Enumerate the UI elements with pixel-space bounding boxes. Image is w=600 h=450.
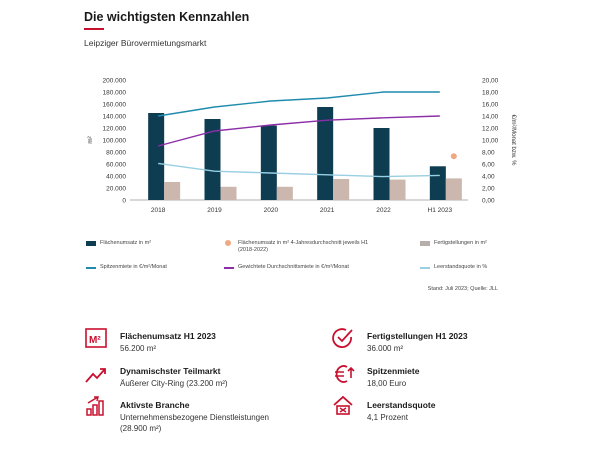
chart: 0 20.000 40.000 60.000 80.000 100.000 120.000 1… — [87, 77, 516, 214]
line-leerstandsquote — [158, 162, 440, 178]
source-note: Stand: Juli 2023; Quelle: JLL — [427, 286, 498, 292]
bar-flaechenumsatz — [204, 119, 221, 200]
y-tick-label: 120.000 — [103, 125, 127, 132]
legend-swatch-flaechenumsatz — [86, 241, 96, 246]
kpi-title-branche: Aktivste Branche — [120, 400, 190, 410]
bar-flaechenumsatz — [317, 107, 334, 200]
y2-tick-label: 2,00 — [482, 185, 495, 192]
kpi-value-branche: Unternehmensbezogene Dienstleistungen (2… — [120, 413, 269, 433]
x-tick-label: 2018 — [151, 207, 166, 214]
legend-label-durchschnitt: Gewichtete Durchschnittsmiete in €/m²/Mo… — [238, 264, 349, 270]
line-spitzenmiete — [158, 91, 440, 117]
page-subtitle: Leipziger Bürovermietungsmarkt — [84, 38, 207, 48]
y-tick-label: 0 — [122, 197, 126, 204]
y-tick-label: 160.000 — [103, 101, 127, 108]
title-underline — [84, 28, 104, 30]
legend-label-4y-avg: Flächenumsatz in m² 4-Jahresdurchschnitt… — [238, 240, 369, 253]
kpi-title-flaechenumsatz: Flächenumsatz H1 2023 — [120, 331, 216, 341]
kpi-title-spitzenmiete: Spitzenmiete — [367, 366, 420, 376]
y2-tick-label: 12,00 — [482, 125, 499, 132]
legend-label-flaechenumsatz: Flächenumsatz in m² — [100, 240, 152, 246]
y2-tick-label: 0,00 — [482, 197, 495, 204]
kpi-value-fertigstellungen: 36.000 m² — [367, 344, 404, 353]
line-durchschnittsmiete — [157, 115, 440, 147]
y2-tick-label: 18,00 — [482, 89, 499, 96]
checkmark-circle-icon — [332, 328, 353, 348]
y2-tick-label: 4,00 — [482, 173, 495, 180]
y2-tick-label: 16,00 — [482, 101, 499, 108]
y-tick-label: 180.000 — [103, 89, 127, 96]
y2-axis-label: €/m²/Monat bzw. % — [510, 114, 516, 166]
kpi-title-teilmarkt: Dynamischster Teilmarkt — [120, 366, 221, 376]
kpi-value-flaechenumsatz: 56.200 m² — [120, 344, 157, 353]
y2-tick-label: 6,00 — [482, 161, 495, 168]
legend-label-spitzenmiete: Spitzenmiete in €/m²/Monat — [100, 264, 167, 270]
legend-swatch-spitzenmiete — [86, 267, 96, 269]
legend-label-fertigstellungen: Fertigstellungen in m² — [434, 240, 487, 246]
x-tick-label: 2019 — [207, 207, 222, 214]
page-title: Die wichtigsten Kennzahlen — [84, 10, 250, 24]
x-tick-label: 2020 — [264, 207, 279, 214]
bar-flaechenumsatz — [260, 125, 277, 200]
kpi-value-teilmarkt: Äußerer City-Ring (23.200 m²) — [120, 379, 228, 388]
y-axis-label: m² — [87, 135, 94, 143]
y2-tick-label: 20,00 — [482, 77, 499, 84]
y-tick-label: 200.000 — [103, 77, 127, 84]
bar-flaechenumsatz — [148, 113, 165, 200]
legend-swatch-fertigstellungen — [420, 241, 430, 246]
kpi-value-spitzenmiete: 18,00 Euro — [367, 379, 407, 388]
x-tick-label: H1 2023 — [428, 207, 453, 214]
y-tick-label: 80.000 — [106, 149, 126, 156]
legend-label-leerstand: Leerstandsquote in % — [434, 264, 488, 270]
bar-flaechenumsatz — [373, 128, 390, 200]
legend-swatch-leerstand — [420, 267, 430, 269]
bar-flaechenumsatz — [429, 166, 446, 200]
m2-icon: M² — [85, 328, 107, 348]
bar-growth-icon — [86, 396, 104, 416]
y2-tick-label: 14,00 — [482, 113, 499, 120]
legend-swatch-durchschnitt — [224, 267, 234, 269]
bar-fertigstellungen — [164, 182, 181, 200]
trend-up-icon — [85, 368, 106, 383]
vacancy-house-icon — [333, 395, 353, 415]
svg-text:M²: M² — [89, 335, 101, 346]
y-tick-label: 40.000 — [106, 173, 126, 180]
x-tick-label: 2022 — [376, 207, 391, 214]
plot-area: 0 20.000 40.000 60.000 80.000 100.000 120.000 1… — [87, 77, 516, 214]
bar-fertigstellungen — [220, 186, 237, 200]
y-tick-label: 60.000 — [106, 161, 126, 168]
kpi-title-fertigstellungen: Fertigstellungen H1 2023 — [367, 331, 468, 341]
bar-fertigstellungen — [445, 178, 462, 200]
bar-fertigstellungen — [276, 186, 293, 200]
y-tick-label: 140.000 — [103, 113, 127, 120]
legend-swatch-4y-avg — [225, 240, 231, 246]
y-tick-label: 20.000 — [106, 185, 126, 192]
kpi-title-leerstand: Leerstandsquote — [367, 400, 436, 410]
bar-fertigstellungen — [333, 179, 350, 200]
x-tick-label: 2021 — [320, 207, 335, 214]
bar-fertigstellungen — [389, 179, 406, 200]
y-tick-label: 100.000 — [103, 137, 127, 144]
y2-tick-label: 10,00 — [482, 137, 499, 144]
kpi-value-leerstand: 4,1 Prozent — [367, 413, 408, 422]
y2-tick-label: 8,00 — [482, 149, 495, 156]
euro-arrow-icon — [335, 365, 355, 383]
point-4y-avg — [450, 153, 457, 160]
